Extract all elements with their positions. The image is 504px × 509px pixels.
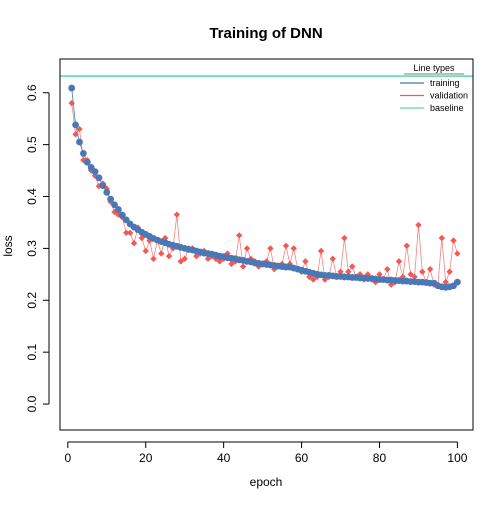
validation-point [267, 245, 274, 252]
validation-point [345, 268, 352, 275]
validation-point [302, 258, 309, 265]
validation-point [376, 271, 383, 278]
training-point [454, 278, 461, 286]
training-point [68, 84, 76, 92]
validation-point [310, 276, 317, 283]
validation-point [158, 250, 165, 257]
training-point [91, 168, 99, 175]
validation-point [204, 255, 212, 262]
x-axis-label: epoch [250, 475, 283, 489]
x-tick-label: 80 [373, 451, 387, 465]
y-tick-label: 0.6 [25, 84, 39, 101]
validation-point [415, 221, 422, 229]
training-point [107, 195, 115, 203]
axes: 0 20 40 60 80 100 0.0 0.1 0.2 0.3 0.4 0.5 0.6 [25, 58, 474, 465]
training-point [72, 121, 79, 129]
training-point [95, 174, 103, 182]
validation-point [395, 258, 403, 265]
validation-point [407, 271, 414, 278]
legend-label-training: training [430, 78, 460, 88]
validation-point [212, 255, 220, 262]
validation-point [181, 255, 188, 262]
validation-point [384, 265, 391, 273]
validation-point [239, 263, 247, 270]
validation-point [115, 211, 122, 218]
validation-point [349, 263, 356, 270]
validation-point [442, 278, 449, 286]
validation-point [282, 242, 290, 249]
y-axis-label: loss [1, 235, 15, 256]
validation-point [72, 131, 79, 138]
validation-point [216, 258, 223, 265]
legend-title: Line types [413, 63, 455, 73]
training-point [76, 138, 83, 146]
validation-point [426, 265, 434, 273]
data-marks [60, 75, 473, 291]
y-tick-label: 0.2 [25, 292, 39, 309]
validation-point [438, 234, 446, 242]
validation-point [341, 234, 348, 242]
validation-point [173, 211, 181, 218]
legend: Line types training validation baseline [400, 63, 468, 113]
x-tick-label: 100 [447, 451, 467, 465]
validation-point [126, 229, 134, 237]
validation-point [329, 255, 336, 262]
chart-title: Training of DNN [209, 25, 322, 42]
y-tick-label: 0.3 [25, 240, 39, 257]
validation-point [419, 268, 426, 275]
training-point [118, 211, 126, 219]
validation-point [165, 252, 173, 260]
y-tick-label: 0.1 [25, 344, 39, 361]
validation-point [150, 255, 157, 262]
training-point [79, 150, 87, 157]
validation-point [123, 229, 130, 237]
validation-point [317, 247, 325, 255]
x-tick-label: 60 [295, 451, 309, 465]
x-tick-label: 40 [217, 451, 231, 465]
legend-label-baseline: baseline [430, 103, 464, 113]
validation-point [454, 250, 461, 257]
y-tick-label: 0.0 [25, 395, 39, 412]
x-tick-label: 20 [139, 451, 153, 465]
validation-point [450, 237, 457, 244]
training-point [99, 182, 107, 190]
validation-point [76, 125, 83, 133]
training-point [115, 206, 122, 213]
plot-frame [59, 58, 474, 431]
x-tick-label: 0 [64, 451, 71, 465]
validation-point [193, 252, 200, 260]
legend-label-validation: validation [430, 91, 468, 101]
validation-point [236, 232, 243, 239]
validation-point [411, 273, 418, 281]
validation-point [337, 268, 344, 275]
validation-point [228, 260, 235, 268]
validation-point [403, 242, 410, 249]
validation-point [130, 240, 138, 247]
validation-point [142, 247, 149, 255]
validation-point [446, 268, 453, 275]
y-tick-label: 0.4 [25, 188, 39, 205]
training-point [111, 201, 118, 209]
training-point [83, 158, 91, 166]
validation-point [68, 99, 75, 107]
validation-point [243, 245, 251, 252]
training-point [103, 188, 111, 196]
validation-point [103, 185, 110, 192]
plot-area [60, 75, 473, 291]
y-tick-label: 0.5 [25, 136, 39, 153]
validation-point [177, 258, 184, 265]
validation-point [387, 281, 395, 288]
validation-point [290, 245, 297, 252]
